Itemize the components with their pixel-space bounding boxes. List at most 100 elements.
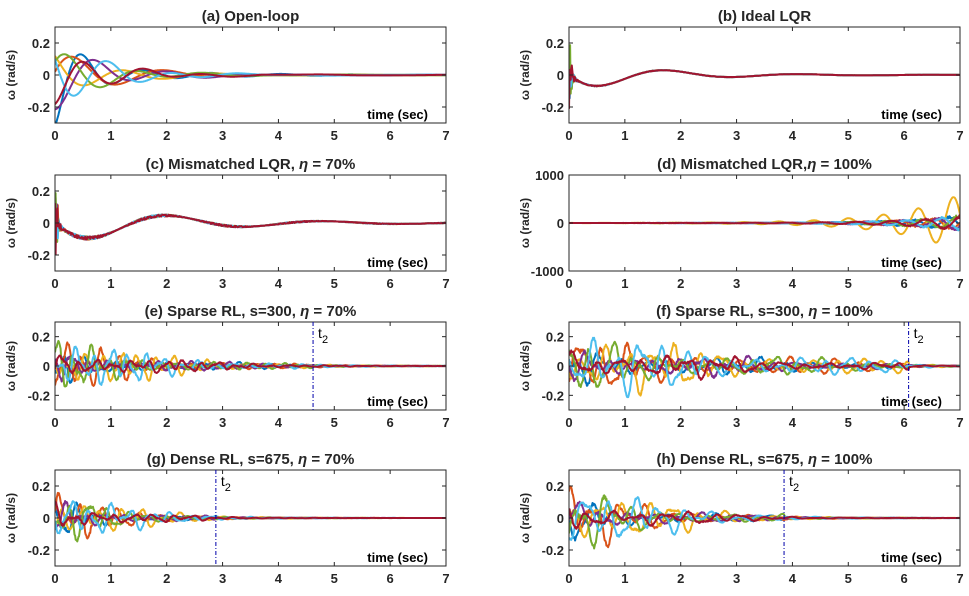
x-tick-label: 0 [51, 128, 58, 143]
x-tick-label: 3 [219, 128, 226, 143]
x-tick-label: 2 [677, 128, 684, 143]
series-group [55, 53, 446, 123]
x-tick-label: 2 [163, 415, 170, 430]
x-tick-label: 5 [331, 128, 338, 143]
y-tick-label: 0.2 [32, 330, 50, 345]
x-tick-label: 7 [442, 415, 449, 430]
series-group [569, 485, 960, 550]
x-tick-label: 7 [442, 276, 449, 291]
y-tick-label: -0.2 [28, 248, 50, 263]
x-tick-label: 5 [845, 276, 852, 291]
y-tick-label: 0 [43, 216, 50, 231]
x-tick-label: 6 [901, 276, 908, 291]
y-axis-label: ω (rad/s) [4, 198, 18, 248]
x-tick-label: 6 [901, 415, 908, 430]
x-tick-label: 0 [51, 415, 58, 430]
x-tick-label: 3 [219, 276, 226, 291]
x-axis-label: time (sec) [881, 255, 942, 270]
series-group [569, 44, 960, 109]
subplot-title: (d) Mismatched LQR,η = 100% [657, 156, 872, 173]
x-tick-label: 1 [621, 571, 628, 586]
x-tick-label: 0 [565, 415, 572, 430]
x-tick-label: 4 [789, 571, 797, 586]
subplot-title: (a) Open-loop [202, 8, 300, 25]
x-tick-label: 7 [442, 128, 449, 143]
x-tick-label: 1 [107, 571, 114, 586]
y-tick-label: -0.2 [542, 100, 564, 115]
x-tick-label: 5 [331, 415, 338, 430]
x-tick-label: 0 [565, 276, 572, 291]
x-tick-label: 1 [107, 128, 114, 143]
y-tick-label: 0 [43, 511, 50, 526]
x-tick-label: 7 [442, 571, 449, 586]
y-tick-label: -1000 [531, 264, 564, 279]
x-tick-label: 7 [956, 276, 963, 291]
x-tick-label: 2 [677, 571, 684, 586]
x-tick-label: 3 [733, 276, 740, 291]
t2-marker-label: t2 [318, 325, 328, 346]
x-tick-label: 4 [789, 415, 797, 430]
y-axis-label: ω (rad/s) [4, 50, 18, 100]
x-tick-label: 5 [331, 571, 338, 586]
y-tick-label: 0 [557, 511, 564, 526]
subplot-title: (b) Ideal LQR [718, 8, 812, 25]
x-tick-label: 3 [219, 415, 226, 430]
series-line-7 [569, 64, 960, 109]
x-tick-label: 1 [621, 415, 628, 430]
series-group [569, 336, 960, 399]
x-tick-label: 0 [51, 276, 58, 291]
series-line-2 [569, 341, 960, 385]
series-line-7 [55, 500, 446, 527]
x-tick-label: 4 [275, 571, 283, 586]
y-axis-label: ω (rad/s) [4, 341, 18, 391]
y-axis-label: ω (rad/s) [518, 493, 532, 543]
y-tick-label: -0.2 [28, 100, 50, 115]
x-tick-label: 4 [789, 276, 797, 291]
x-tick-label: 6 [387, 128, 394, 143]
t2-marker-label: t2 [221, 473, 231, 494]
x-axis-label: time (sec) [367, 394, 428, 409]
t2-marker-label: t2 [914, 325, 924, 346]
x-tick-label: 2 [163, 571, 170, 586]
series-line-7 [55, 60, 446, 105]
x-tick-label: 3 [733, 128, 740, 143]
subplot-2: 0 1 2 3 4 5 6 70.20-0.2 time (sec)ω (rad/s)(b) I… [518, 8, 964, 143]
subplot-title: (g) Dense RL, s=675, η = 70% [147, 451, 355, 468]
y-tick-label: 0.2 [546, 479, 564, 494]
x-tick-label: 3 [733, 571, 740, 586]
x-tick-label: 5 [845, 415, 852, 430]
y-tick-label: -0.2 [542, 388, 564, 403]
series-group [55, 192, 446, 256]
series-line-7 [569, 214, 960, 230]
x-tick-label: 1 [107, 276, 114, 291]
subplot-1: 0 1 2 3 4 5 6 70.20-0.2 time (sec)ω (rad/s)(a) O… [4, 8, 450, 143]
y-tick-label: 0.2 [32, 479, 50, 494]
x-tick-label: 6 [901, 571, 908, 586]
series-group [569, 196, 960, 244]
x-tick-label: 0 [51, 571, 58, 586]
subplot-title: (f) Sparse RL, s=300, η = 100% [656, 303, 873, 320]
x-axis-label: time (sec) [367, 107, 428, 122]
series-line-7 [55, 354, 446, 375]
series-line-7 [569, 508, 960, 530]
series-line-7 [569, 349, 960, 381]
y-tick-label: -0.2 [28, 543, 50, 558]
x-tick-label: 7 [956, 415, 963, 430]
y-tick-label: -0.2 [542, 543, 564, 558]
x-tick-label: 3 [733, 415, 740, 430]
x-tick-label: 5 [845, 571, 852, 586]
x-tick-label: 7 [956, 571, 963, 586]
y-tick-label: 0 [557, 68, 564, 83]
x-axis-label: time (sec) [881, 394, 942, 409]
x-tick-label: 6 [387, 415, 394, 430]
x-axis-label: time (sec) [367, 255, 428, 270]
x-tick-label: 4 [275, 276, 283, 291]
x-tick-label: 5 [845, 128, 852, 143]
y-axis-label: ω (rad/s) [518, 198, 532, 248]
x-tick-label: 5 [331, 276, 338, 291]
x-tick-label: 1 [107, 415, 114, 430]
